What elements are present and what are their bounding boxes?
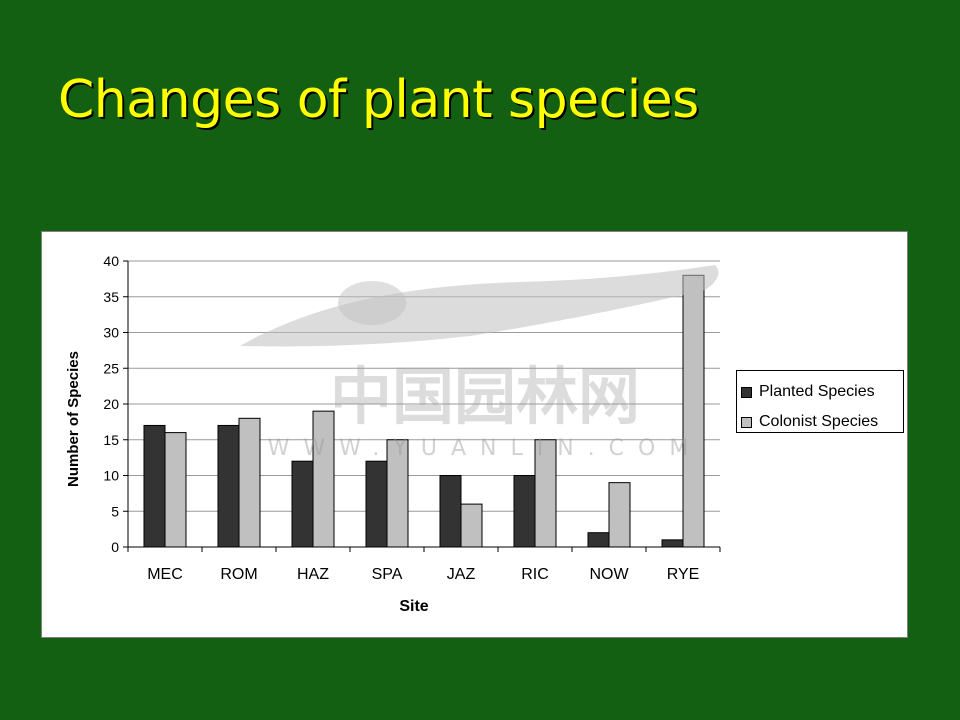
chart-panel: 0 5 10 15 20 25 30 35 40 MEC ROM HAZ SPA JAZ RIC NOW RYE… <box>41 231 908 638</box>
x-category-label: SPA <box>372 566 403 583</box>
y-tick-label: 35 <box>103 289 119 305</box>
legend-label-colonist: Colonist Species <box>759 413 879 430</box>
y-tick-label: 25 <box>103 360 119 376</box>
x-category-label: ROM <box>220 566 257 583</box>
bar-planted-species <box>143 424 166 548</box>
x-category-label: NOW <box>589 566 629 583</box>
legend-swatch-colonist <box>741 416 752 428</box>
bar-colonist-species <box>460 503 483 548</box>
y-tick-label: 10 <box>103 468 119 484</box>
legend-swatch-planted <box>741 386 752 398</box>
bar-colonist-species <box>534 439 557 548</box>
bar-planted-species <box>661 539 684 548</box>
x-category-label: MEC <box>147 566 183 583</box>
x-category-label: HAZ <box>297 566 329 583</box>
y-tick-label: 40 <box>103 253 119 269</box>
bar-planted-species <box>513 475 536 548</box>
x-category-label: RYE <box>667 566 700 583</box>
bar-planted-species <box>439 475 462 548</box>
y-tick-label: 5 <box>111 503 119 519</box>
bar-colonist-species <box>312 410 335 548</box>
y-tick-label: 0 <box>111 539 119 555</box>
bar-colonist-species <box>608 482 631 548</box>
bar-colonist-species <box>386 439 409 548</box>
bar-planted-species <box>365 460 388 548</box>
bar-planted-species <box>217 424 240 548</box>
bar-colonist-species <box>164 432 187 548</box>
legend-label-planted: Planted Species <box>759 383 875 400</box>
bar-colonist-species <box>682 274 705 548</box>
legend-item-colonist: Colonist Species <box>741 407 903 437</box>
chart-legend: Planted Species Colonist Species <box>736 370 904 433</box>
y-axis-title: Number of Species <box>65 351 82 487</box>
y-tick-label: 20 <box>103 396 119 412</box>
bar-planted-species <box>587 532 610 548</box>
x-category-label: JAZ <box>447 566 476 583</box>
x-category-label: RIC <box>521 566 549 583</box>
y-tick-label: 15 <box>103 432 119 448</box>
legend-item-planted: Planted Species <box>741 377 903 407</box>
slide-title: Changes of plant species <box>58 70 699 130</box>
bar-colonist-species <box>238 417 261 548</box>
y-tick-label: 30 <box>103 325 119 341</box>
x-axis-title: Site <box>399 598 428 615</box>
bar-planted-species <box>291 460 314 548</box>
